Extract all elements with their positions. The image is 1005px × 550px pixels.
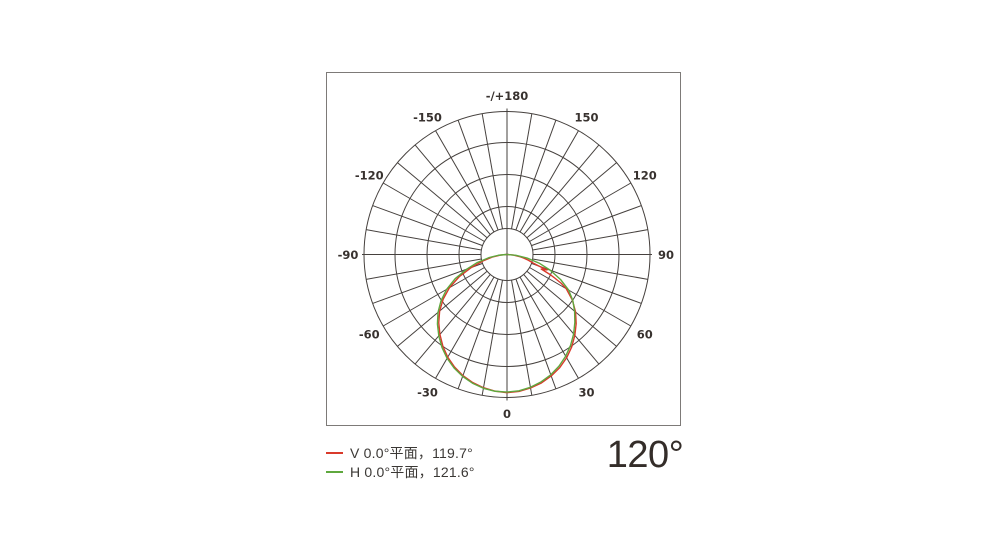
radial-gridline <box>435 130 495 233</box>
legend-line-v-icon <box>326 451 343 454</box>
angle-tick-label: 90 <box>658 248 674 262</box>
legend: V 0.0°平面，119.7° H 0.0°平面，121.6° <box>326 443 475 481</box>
radial-gridline <box>529 267 632 327</box>
radial-gridline <box>382 267 485 327</box>
angle-tick-label: -90 <box>338 248 359 262</box>
radial-gridline <box>515 119 557 231</box>
radial-gridline <box>457 119 499 231</box>
beam-curve-v <box>438 253 577 394</box>
radial-gridline <box>511 113 533 229</box>
legend-label-v-plane: V 0.0°平面，119.7° <box>350 444 473 461</box>
legend-item-h-plane: H 0.0°平面，121.6° <box>326 462 475 481</box>
angle-tick-label: -60 <box>359 328 380 342</box>
radial-gridline <box>519 276 579 379</box>
radial-gridline <box>457 278 499 390</box>
angle-tick-label: 0 <box>503 407 511 421</box>
angle-tick-label: 60 <box>637 328 653 342</box>
beam-curve-h <box>436 253 576 393</box>
radial-gridline <box>532 258 648 280</box>
legend-item-v-plane: V 0.0°平面，119.7° <box>326 443 475 462</box>
radial-gridline <box>397 270 488 347</box>
chart-frame <box>326 72 681 426</box>
radial-gridline <box>435 276 495 379</box>
radial-gridline <box>526 162 617 239</box>
angle-tick-label: 150 <box>574 110 598 124</box>
angle-tick-label: -150 <box>413 110 442 124</box>
radial-gridline <box>519 130 579 233</box>
radial-gridline <box>511 280 533 396</box>
radial-gridline <box>366 229 482 251</box>
radial-gridline <box>531 205 642 247</box>
radial-gridline <box>526 270 617 347</box>
radial-gridline <box>523 144 600 235</box>
radial-gridline <box>523 274 600 365</box>
angle-tick-label: -30 <box>417 386 438 400</box>
radial-gridline <box>414 144 491 235</box>
radial-gridline <box>481 280 503 396</box>
radial-gridline <box>372 205 483 247</box>
legend-label-h-plane: H 0.0°平面，121.6° <box>350 463 475 480</box>
radial-gridline <box>397 162 488 239</box>
legend-line-h-icon <box>326 470 343 473</box>
angle-tick-label: 120 <box>633 169 657 183</box>
beam-angle-value: 120° <box>606 434 684 476</box>
radial-gridline <box>414 274 491 365</box>
radial-gridline <box>515 278 557 390</box>
radial-gridline <box>366 258 482 280</box>
radial-gridline <box>529 182 632 242</box>
radial-gridline <box>532 229 648 251</box>
angle-tick-label: 30 <box>578 386 594 400</box>
angle-tick-label: -/+180 <box>486 89 529 103</box>
radial-gridline <box>372 262 483 304</box>
radial-gridline <box>481 113 503 229</box>
angle-tick-label: -120 <box>355 169 384 183</box>
radial-gridline <box>382 182 485 242</box>
